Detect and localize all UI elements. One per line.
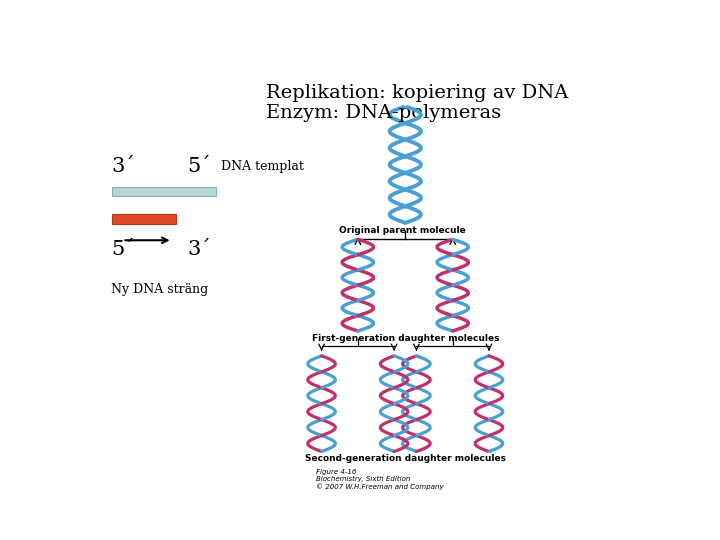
Text: Second-generation daughter molecules: Second-generation daughter molecules (305, 454, 505, 463)
Text: Ny DNA sträng: Ny DNA sträng (111, 283, 209, 296)
Text: Original parent molecule: Original parent molecule (339, 226, 466, 235)
Text: DNA templat: DNA templat (221, 160, 304, 173)
FancyBboxPatch shape (112, 214, 176, 224)
Text: 3´: 3´ (188, 240, 212, 259)
Text: Figure 4-16
Biochemistry, Sixth Edition
© 2007 W.H.Freeman and Company: Figure 4-16 Biochemistry, Sixth Edition … (316, 469, 444, 490)
Text: 5´: 5´ (111, 240, 135, 259)
FancyBboxPatch shape (112, 187, 215, 196)
Text: First-generation daughter molecules: First-generation daughter molecules (312, 334, 499, 343)
Text: 3´: 3´ (111, 157, 135, 176)
Text: 5´: 5´ (188, 157, 212, 176)
Text: Replikation: kopiering av DNA
Enzym: DNA-polymeras: Replikation: kopiering av DNA Enzym: DNA… (266, 84, 568, 123)
